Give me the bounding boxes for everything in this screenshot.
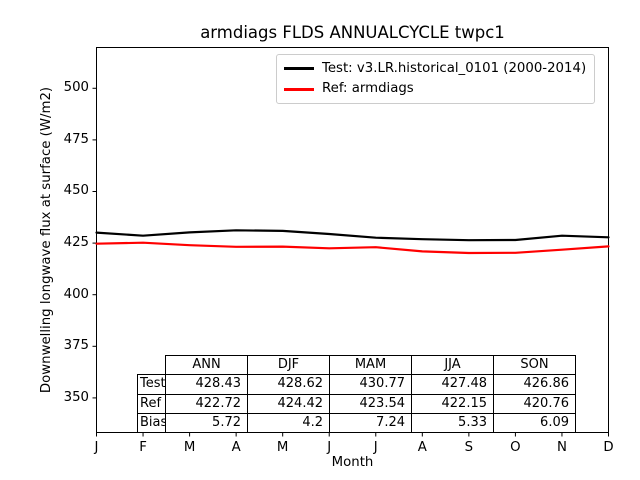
test-line-sample xyxy=(284,67,314,71)
chart-title: armdiags FLDS ANNUALCYCLE twpc1 xyxy=(200,23,505,42)
stats-table-value-cell: 4.2 xyxy=(248,413,330,433)
stats-table-row-labels: Test Ref Bias xyxy=(137,374,165,433)
stats-table-value-cell: 6.09 xyxy=(494,413,576,433)
y-tick-label: 400 xyxy=(63,286,89,302)
stats-table-value-cell: 420.76 xyxy=(494,394,576,414)
y-tick-label: 375 xyxy=(63,338,89,354)
stats-table-header-cell: MAM xyxy=(330,356,412,376)
stats-table-row-label: Ref xyxy=(138,395,165,414)
x-tick-label-month: N xyxy=(556,440,567,455)
y-tick-label: 350 xyxy=(63,389,89,405)
stats-table-value-cell: 5.33 xyxy=(412,413,494,433)
stats-table-value-cell: 428.43 xyxy=(166,375,248,395)
x-tick-label-month: A xyxy=(417,440,427,455)
stats-table-header-cell: SON xyxy=(494,356,576,376)
stats-table-value-cell: 423.54 xyxy=(330,394,412,414)
stats-table-value-cell: 7.24 xyxy=(330,413,412,433)
legend-label-ref: Ref: armdiags xyxy=(322,81,414,97)
stats-table-value-cell: 428.62 xyxy=(248,375,330,395)
legend: Test: v3.LR.historical_0101 (2000-2014) … xyxy=(276,54,596,104)
stats-table-value-cell: 422.15 xyxy=(412,394,494,414)
stats-table-value-cell: 5.72 xyxy=(166,413,248,433)
y-tick-label: 500 xyxy=(63,80,89,96)
x-tick-label-month: F xyxy=(139,440,147,455)
stats-table-value-cell: 427.48 xyxy=(412,375,494,395)
x-axis-label: Month xyxy=(331,455,374,470)
stats-table-value-cell: 426.86 xyxy=(494,375,576,395)
y-tick-label: 425 xyxy=(63,235,89,251)
stats-table: ANN DJF MAM JJA SON 428.43 428.62 430.77 427.48 4… xyxy=(165,355,576,433)
stats-table-header-cell: JJA xyxy=(412,356,494,376)
x-tick-label-month: J xyxy=(373,440,378,455)
stats-table-row-label: Test xyxy=(138,375,165,395)
legend-label-test: Test: v3.LR.historical_0101 (2000-2014) xyxy=(322,60,587,76)
x-tick-label-month: A xyxy=(231,440,241,455)
stats-table-row-label: Bias xyxy=(138,414,165,433)
x-tick-label-month: M xyxy=(183,440,196,455)
legend-entry-ref: Ref: armdiags xyxy=(284,81,586,99)
x-tick-label-month: M xyxy=(276,440,289,455)
stats-table-header-cell: ANN xyxy=(166,356,248,376)
x-tick-label-month: J xyxy=(327,440,332,455)
x-tick-label-month: S xyxy=(464,440,474,455)
legend-entry-test: Test: v3.LR.historical_0101 (2000-2014) xyxy=(284,60,586,78)
ref-line-sample xyxy=(284,87,314,91)
stats-table-value-cell: 424.42 xyxy=(248,394,330,414)
y-tick-label: 450 xyxy=(63,183,89,199)
stats-table-value-cell: 422.72 xyxy=(166,394,248,414)
x-tick-label-month: D xyxy=(603,440,614,455)
x-tick-label-month: J xyxy=(94,440,99,455)
y-tick-label: 475 xyxy=(63,131,89,147)
stats-table-value-cell: 430.77 xyxy=(330,375,412,395)
stats-table-header-cell: DJF xyxy=(248,356,330,376)
x-tick-label-month: O xyxy=(510,440,521,455)
